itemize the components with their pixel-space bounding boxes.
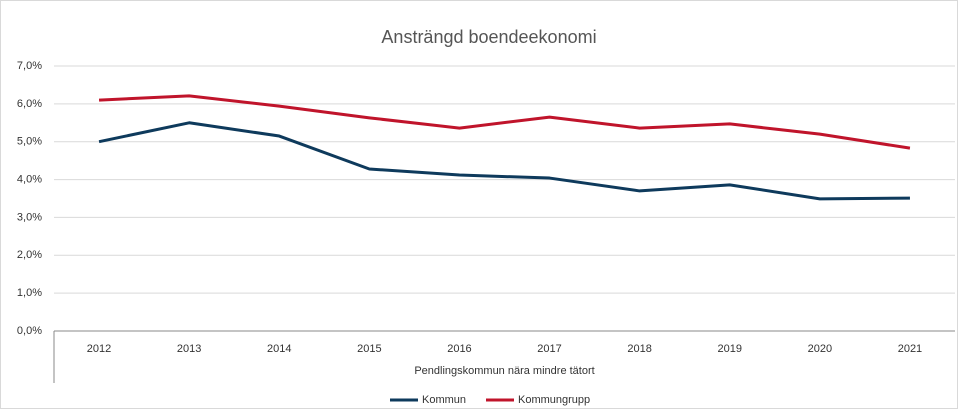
legend-label: Kommun bbox=[422, 394, 466, 406]
x-tick-label: 2012 bbox=[87, 343, 111, 355]
y-tick-label: 6,0% bbox=[17, 98, 42, 110]
x-tick-label: 2013 bbox=[177, 343, 201, 355]
chart-title: Ansträngd boendeekonomi bbox=[381, 27, 596, 47]
y-tick-label: 3,0% bbox=[17, 211, 42, 223]
x-tick-label: 2017 bbox=[537, 343, 561, 355]
x-tick-label: 2020 bbox=[808, 343, 832, 355]
y-tick-label: 1,0% bbox=[17, 287, 42, 299]
x-tick-label: 2016 bbox=[447, 343, 471, 355]
x-axis-label: Pendlingskommun nära mindre tätort bbox=[414, 365, 594, 377]
line-series bbox=[98, 121, 910, 201]
y-tick-label: 5,0% bbox=[17, 136, 42, 148]
line-series bbox=[98, 94, 911, 150]
y-tick-label: 2,0% bbox=[17, 249, 42, 261]
legend-label: Kommungrupp bbox=[518, 394, 590, 406]
y-tick-label: 7,0% bbox=[17, 60, 42, 72]
x-tick-label: 2015 bbox=[357, 343, 381, 355]
x-tick-label: 2021 bbox=[898, 343, 922, 355]
y-tick-label: 4,0% bbox=[17, 173, 42, 185]
x-tick-label: 2019 bbox=[718, 343, 742, 355]
x-tick-label: 2014 bbox=[267, 343, 291, 355]
x-tick-label: 2018 bbox=[627, 343, 651, 355]
y-tick-label: 0,0% bbox=[17, 325, 42, 337]
